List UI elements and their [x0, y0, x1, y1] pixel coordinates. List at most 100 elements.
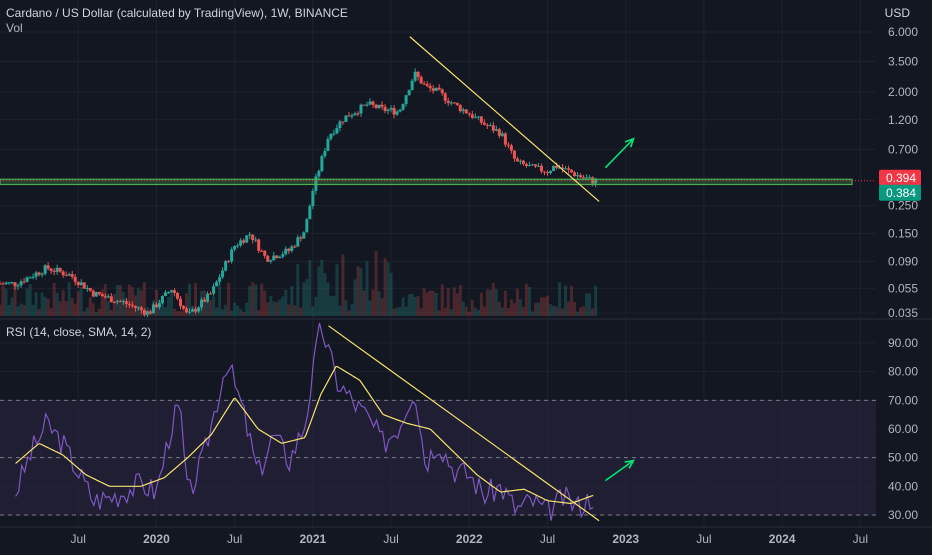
volume-bar [188, 283, 192, 316]
candle-body [585, 177, 589, 179]
candle-body [200, 299, 204, 308]
volume-bar [142, 282, 146, 316]
volume-bar [374, 251, 378, 316]
volume-bar [353, 279, 357, 316]
volume-bar [332, 295, 336, 316]
volume-bar [275, 302, 279, 316]
candle-body [154, 304, 158, 308]
volume-bar [570, 285, 574, 316]
volume-bar [389, 272, 393, 316]
arrow-shaft [604, 459, 634, 482]
volume-bar [1, 285, 5, 316]
candle-body [0, 283, 2, 285]
candle-body [46, 265, 50, 269]
candle-body [230, 249, 234, 262]
volume-bar [290, 286, 294, 316]
candle-body [142, 309, 146, 315]
time-tick-label: 2021 [300, 532, 327, 546]
candle-body [278, 256, 282, 259]
volume-bar [163, 307, 167, 316]
candle-body [425, 84, 429, 86]
candle-body [172, 290, 176, 293]
volume-bar [488, 290, 492, 316]
volume-bar [419, 308, 423, 316]
candle-body [542, 171, 546, 173]
volume-bar [43, 297, 47, 316]
candle-body [401, 104, 405, 110]
volume-bar [491, 282, 495, 316]
candle-body [383, 106, 387, 111]
volume-bar [539, 297, 543, 316]
candle-body [582, 177, 586, 179]
candle-body [239, 240, 243, 246]
price-up-arrow[interactable] [604, 137, 635, 169]
candle-body [254, 239, 258, 241]
volume-bar [509, 299, 513, 316]
candle-body [64, 275, 68, 277]
price-tick-label: 0.035 [888, 306, 918, 320]
volume-bar [100, 289, 104, 316]
volume-bar [425, 292, 429, 316]
candle-body [332, 133, 336, 135]
volume-bar [203, 290, 207, 316]
candle-body [588, 177, 592, 179]
price-tick-label: 0.250 [888, 199, 918, 213]
candle-body [338, 121, 342, 128]
volume-bar [55, 292, 59, 316]
time-tick-label: 2024 [769, 532, 796, 546]
volume-bar [591, 308, 595, 316]
candle-body [221, 270, 225, 278]
volume-bar [518, 299, 522, 316]
candle-body [242, 240, 246, 243]
volume-bar [398, 307, 402, 316]
volume-bar [106, 301, 110, 316]
candle-body [335, 127, 339, 134]
volume-bar [245, 302, 249, 316]
arrow-head [624, 459, 636, 469]
candle-body [281, 254, 285, 257]
candle-body [257, 239, 261, 251]
chart-title: Cardano / US Dollar (calculated by Tradi… [6, 6, 348, 20]
rsi-line [15, 322, 594, 521]
candle-body [227, 261, 231, 263]
candle-body [10, 282, 14, 284]
rsi-up-arrow[interactable] [604, 459, 636, 482]
support-zone[interactable] [0, 178, 853, 186]
time-tick-label: Jul [71, 532, 86, 546]
volume-bar [284, 289, 288, 316]
volume-bar [552, 305, 556, 316]
volume-bar [7, 304, 11, 316]
candle-body [191, 309, 195, 312]
volume-bar [380, 298, 384, 316]
rsi-tick-label: 50.00 [888, 451, 918, 465]
volume-bar [34, 292, 38, 316]
price-trendline[interactable] [409, 36, 600, 202]
volume-bar [431, 290, 435, 316]
rsi-trendline[interactable] [328, 325, 600, 522]
candle-body [564, 168, 568, 170]
candle-body [479, 116, 483, 123]
candles [0, 68, 598, 318]
candle-body [419, 76, 423, 84]
volume-bar [407, 294, 411, 316]
candle-body [491, 125, 495, 131]
candle-body [353, 113, 357, 116]
candle-body [573, 172, 577, 177]
volume-bar [458, 284, 462, 316]
candle-body [25, 277, 29, 282]
volume-bar [224, 304, 228, 316]
volume-bar [175, 311, 179, 316]
rsi-axis: 90.00 80.00 70.00 60.00 50.00 40.00 30.00 [888, 336, 918, 522]
volume-bar [4, 288, 8, 316]
volume-bar [194, 283, 198, 316]
candle-body [139, 307, 143, 310]
time-tick-label: 2022 [456, 532, 483, 546]
volume-bar [305, 279, 309, 316]
volume-bar [527, 287, 531, 316]
volume-bar [82, 311, 86, 316]
volume-bar [260, 283, 264, 316]
candle-body [194, 309, 198, 312]
candle-body [461, 109, 465, 112]
volume-bar [139, 290, 143, 316]
